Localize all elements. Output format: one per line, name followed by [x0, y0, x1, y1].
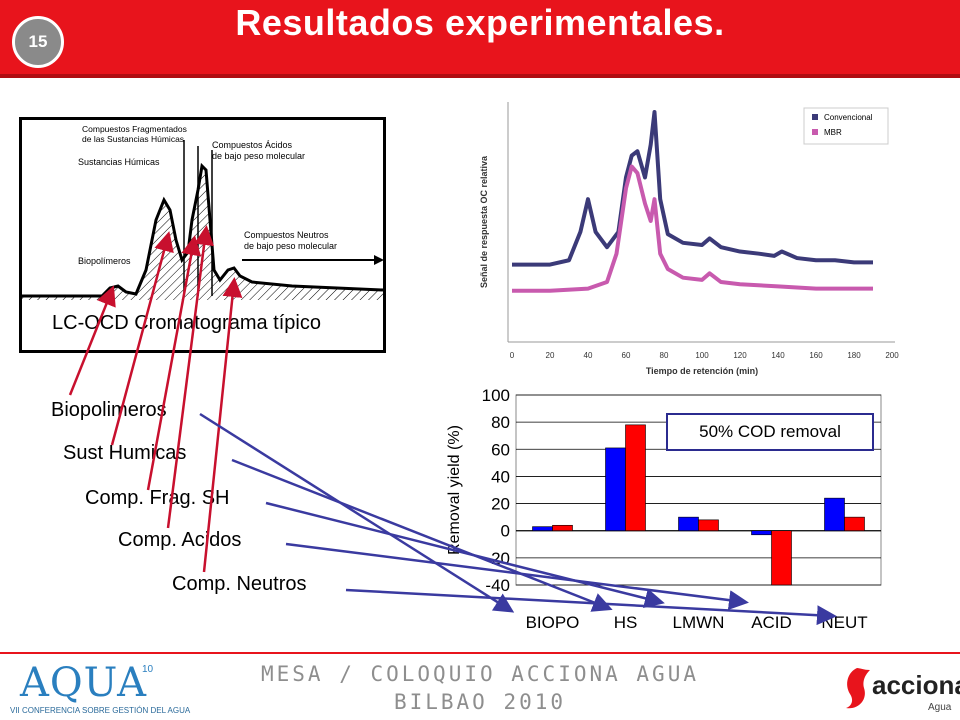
line-chart-legend: Convencional MBR: [803, 107, 889, 145]
aqua-logo-subtitle: VII CONFERENCIA SOBRE GESTIÓN DEL AGUA: [10, 706, 191, 715]
bar-neut-series-1: [844, 516, 865, 532]
arrow-red-humicas: [110, 231, 174, 446]
line-chart-x-tick-3: 60: [622, 351, 631, 360]
bar-category-lmwn: LMWN: [673, 613, 725, 632]
chromatogram-caption: LC-OCD Cromatograma típico: [52, 312, 321, 334]
label-biopolimeros: Biopolimeros: [51, 399, 167, 421]
arrow-blue-humicas: [231, 458, 613, 612]
bar-y-tick-5: 0: [501, 522, 510, 541]
bar-neut-series-0: [824, 497, 845, 532]
label-comp-frag: Comp. Frag. SH: [85, 487, 230, 509]
line-chart-x-tick-8: 160: [809, 351, 823, 360]
arrow-blue-neutros: [345, 588, 837, 626]
slide-number-badge: 15: [12, 16, 64, 68]
title-bar-shadow: [0, 74, 960, 78]
aqua-logo: AQUA 10 VII CONFERENCIA SOBRE GESTIÓN DE…: [6, 660, 190, 718]
annot-neutral: Compuestos Neutros: [244, 230, 329, 240]
footer-divider: [0, 652, 960, 654]
acciona-logo-text: acciona: [872, 670, 960, 700]
annot-fragmented-2: de las Sustancias Húmicas: [82, 134, 184, 144]
legend-swatch-mbr: [812, 129, 818, 135]
bar-category-hs: HS: [614, 613, 638, 632]
arrow-red-frag: [146, 235, 202, 491]
arrow-blue-frag: [265, 501, 665, 609]
legend-convencional: Convencional: [824, 113, 873, 122]
arrow-red-acidos: [166, 225, 215, 529]
footer-line-2: BILBAO 2010: [393, 690, 567, 714]
bar-lmwn-series-1: [698, 519, 719, 532]
arrow-blue-acidos: [285, 542, 749, 611]
line-chart-ylabel: Señal de respuesta OC relativa: [479, 155, 489, 288]
line-chart-x-tick-4: 80: [660, 351, 669, 360]
label-comp-neutros: Comp. Neutros: [172, 573, 307, 595]
annot-neutral-2: de bajo peso molecular: [244, 241, 337, 251]
arrow-blue-biopolimeros: [199, 412, 515, 613]
bar-category-acid: ACID: [751, 613, 792, 632]
acciona-logo: acciona Agua: [838, 660, 960, 716]
label-comp-acidos: Comp. Acidos: [118, 529, 242, 551]
line-chart-x-tick-0: 0: [510, 351, 515, 360]
acciona-logo-subtitle: Agua: [928, 702, 952, 713]
legend-swatch-convencional: [812, 114, 818, 120]
arrow-red-biopolimeros: [68, 285, 116, 396]
bar-y-tick-0: 100: [482, 386, 510, 405]
title-bar: [0, 0, 960, 74]
cod-removal-note: 50% COD removal: [666, 413, 874, 451]
line-chart-x-tick-10: 200: [885, 351, 899, 360]
annot-fragmented: Compuestos Fragmentados: [82, 124, 187, 134]
line-chart-xlabel: Tiempo de retención (min): [646, 366, 758, 376]
acciona-symbol-icon: [846, 668, 870, 709]
bar-y-tick-2: 60: [491, 440, 510, 459]
line-series-1: [512, 164, 873, 293]
line-chart-x-tick-9: 180: [847, 351, 861, 360]
bar-hs-series-1: [625, 424, 646, 532]
line-chart-x-tick-5: 100: [695, 351, 709, 360]
aqua-logo-text: AQUA: [20, 660, 148, 706]
bar-category-biopo: BIOPO: [526, 613, 580, 632]
annot-biopolymers: Biopolímeros: [78, 256, 131, 266]
line-chart-x-tick-6: 120: [733, 351, 747, 360]
bar-y-tick-3: 40: [491, 467, 510, 486]
legend-mbr: MBR: [824, 128, 842, 137]
annot-humic: Sustancias Húmicas: [78, 157, 160, 167]
bar-acid-series-1: [771, 530, 792, 586]
bar-y-tick-4: 20: [491, 495, 510, 514]
line-chart-x-tick-1: 20: [546, 351, 555, 360]
annot-acids-2: de bajo peso molecular: [212, 151, 305, 161]
line-chart-x-tick-2: 40: [584, 351, 593, 360]
bar-biopo-series-1: [552, 524, 573, 532]
annot-acids: Compuestos Ácidos: [212, 140, 293, 150]
bar-chart-ylabel: Removal yield (%): [446, 425, 463, 555]
bar-y-tick-1: 80: [491, 413, 510, 432]
footer-line-1: MESA / COLOQUIO ACCIONA AGUA: [260, 662, 699, 686]
line-chart-x-tick-7: 140: [771, 351, 785, 360]
bar-y-tick-7: -40: [485, 576, 510, 595]
aqua-logo-edition: 10: [142, 664, 154, 675]
line-series-0: [512, 110, 873, 267]
slide-title: Resultados experimentales.: [235, 2, 725, 43]
